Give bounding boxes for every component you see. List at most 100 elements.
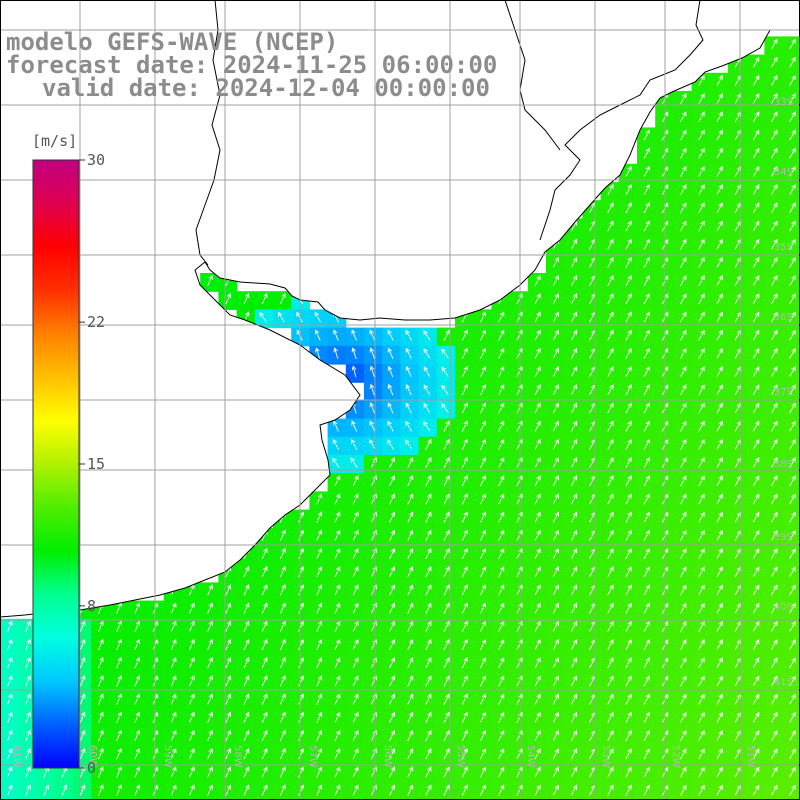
- wind-arrow: [534, 711, 541, 723]
- wind-arrow: [552, 602, 559, 614]
- wind-arrow: [698, 238, 705, 250]
- wind-arrow: [771, 147, 778, 159]
- wind-arrow: [716, 566, 723, 578]
- wind-arrow: [479, 730, 487, 742]
- wind-arrow: [407, 784, 414, 796]
- wind-arrow: [716, 275, 723, 287]
- wind-arrow: [752, 366, 760, 378]
- wind-arrow: [698, 93, 705, 105]
- wind-arrow: [643, 493, 650, 505]
- wind-arrow: [498, 620, 505, 632]
- wind-arrow: [534, 329, 541, 341]
- wind-arrow: [552, 748, 559, 760]
- wind-arrow: [680, 693, 687, 705]
- wind-arrow: [387, 383, 394, 396]
- wind-arrow: [698, 584, 705, 596]
- wind-arrow: [425, 493, 432, 505]
- wind-arrow: [316, 711, 323, 723]
- wind-arrow: [225, 657, 232, 669]
- wind-arrow: [716, 402, 723, 414]
- wind-arrow: [243, 729, 250, 742]
- wind-arrow: [369, 402, 376, 414]
- wind-arrow: [752, 693, 760, 705]
- wind-arrow: [98, 729, 104, 742]
- wind-arrow: [498, 766, 505, 778]
- wind-arrow: [625, 311, 632, 323]
- wind-arrow: [534, 657, 541, 669]
- wind-arrow: [407, 657, 414, 669]
- wind-arrow: [789, 475, 796, 487]
- wind-arrow: [443, 693, 450, 705]
- wind-arrow: [461, 493, 468, 505]
- wind-arrow: [752, 202, 760, 214]
- wind-arrow: [771, 620, 778, 632]
- wind-arrow: [607, 620, 614, 632]
- wind-arrow: [752, 402, 760, 414]
- wind-arrow: [243, 711, 250, 723]
- wind-arrow: [441, 348, 449, 359]
- wind-arrow: [570, 420, 578, 432]
- wind-arrow: [607, 457, 614, 469]
- wind-arrow: [716, 457, 723, 469]
- wind-arrow: [207, 584, 213, 596]
- wind-arrow: [134, 729, 141, 742]
- wind-arrow: [243, 584, 250, 596]
- wind-arrow: [534, 639, 541, 651]
- wind-arrow: [625, 693, 632, 705]
- wind-arrow: [552, 293, 559, 305]
- latitude-label: 39S: [774, 532, 793, 543]
- wind-arrow: [607, 311, 614, 323]
- wind-arrow: [443, 766, 450, 778]
- latitude-label: 36S: [774, 312, 793, 323]
- wind-arrow: [752, 766, 760, 778]
- wind-arrow: [279, 529, 286, 541]
- wind-arrow: [188, 675, 195, 687]
- wind-arrow: [771, 675, 778, 687]
- wind-arrow: [316, 566, 323, 578]
- wind-arrow: [680, 311, 687, 323]
- wind-arrow: [607, 220, 614, 232]
- wind-arrow: [425, 638, 432, 651]
- wind-arrow: [316, 657, 323, 669]
- wind-arrow: [680, 111, 687, 123]
- wind-arrow: [716, 693, 723, 705]
- wind-arrow: [607, 511, 614, 523]
- wind-arrow: [643, 202, 650, 214]
- wind-arrow: [789, 38, 796, 50]
- wind-arrow: [698, 566, 705, 578]
- wind-arrow: [570, 366, 578, 378]
- wind-arrow: [552, 475, 559, 487]
- wind-arrow: [771, 220, 778, 232]
- wind-arrow: [607, 275, 614, 287]
- wind-arrow: [643, 293, 650, 305]
- wind-arrow: [552, 529, 559, 541]
- wind-arrow: [479, 329, 487, 341]
- wind-arrow: [680, 602, 687, 614]
- wind-arrow: [643, 730, 650, 742]
- wind-arrow: [298, 766, 304, 778]
- wind-arrow: [261, 711, 268, 723]
- wind-arrow: [716, 366, 723, 378]
- wind-arrow: [25, 675, 31, 687]
- wind-arrow: [443, 511, 450, 523]
- wind-arrow: [716, 675, 723, 687]
- wind-arrow: [389, 529, 396, 541]
- wind-arrow: [534, 693, 541, 705]
- valid-date: valid date: 2024-12-04 00:00:00: [42, 74, 490, 102]
- longitude-label: 55W: [455, 745, 466, 768]
- wind-arrow: [479, 766, 487, 778]
- wind-arrow: [643, 438, 650, 450]
- wind-arrow: [716, 529, 723, 541]
- wind-arrow: [534, 311, 541, 323]
- wind-arrow: [716, 238, 723, 250]
- wind-arrow: [716, 711, 723, 723]
- wind-arrow: [771, 111, 778, 123]
- wind-arrow: [243, 766, 250, 778]
- wind-arrow: [771, 93, 778, 104]
- wind-arrow: [389, 675, 396, 687]
- wind-arrow: [643, 238, 650, 250]
- wind-arrow: [116, 620, 122, 632]
- wind-arrow: [134, 657, 141, 669]
- wind-arrow: [643, 693, 650, 705]
- wind-arrow: [170, 602, 177, 614]
